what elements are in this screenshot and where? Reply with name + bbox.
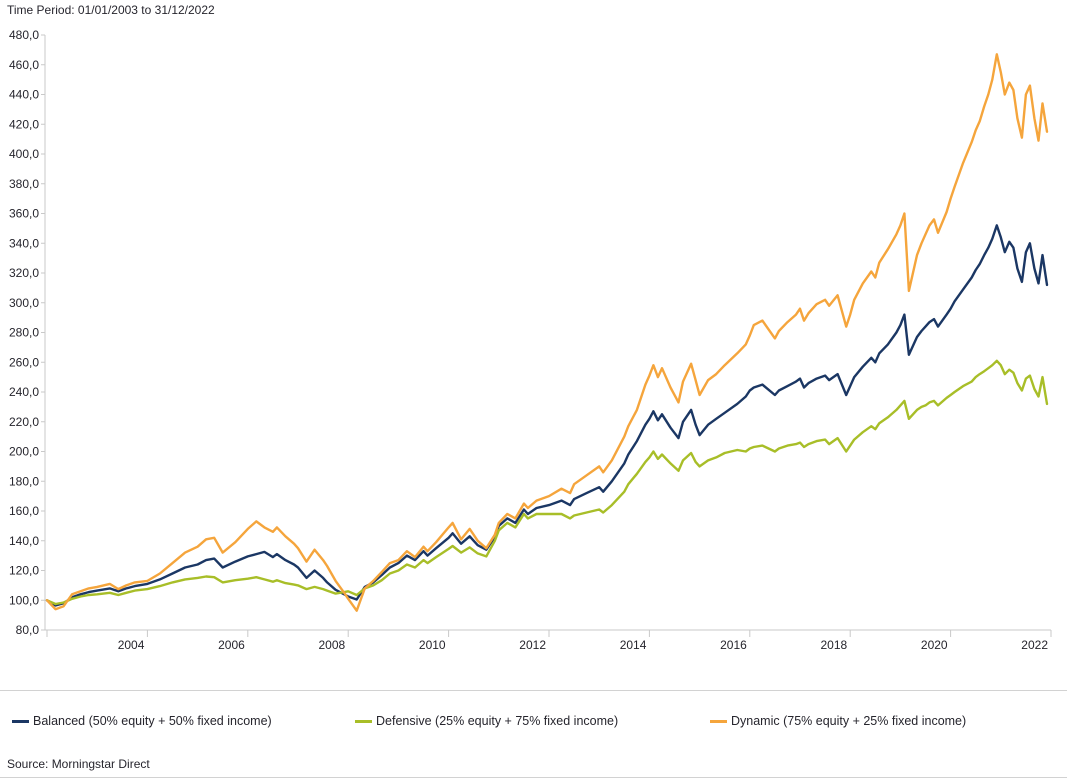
y-tick-label: 160,0 <box>9 504 39 518</box>
time-period-label: Time Period: 01/01/2003 to 31/12/2022 <box>7 3 215 17</box>
performance-line-chart: 80,0 100,0 120,0 140,0 160,0 180,0 200,0 220,0 2… <box>9 28 1052 652</box>
y-tick-label: 100,0 <box>9 593 39 607</box>
series-line-defensive <box>45 359 1049 606</box>
x-tick-label: 2022 <box>1021 638 1048 652</box>
x-tick-label: 2004 <box>118 638 145 652</box>
x-tick-label: 2014 <box>620 638 647 652</box>
y-tick-label: 340,0 <box>9 236 39 250</box>
balanced-line-swatch-icon <box>12 719 29 723</box>
legend-item-balanced: Balanced (50% equity + 50% fixed income) <box>12 713 272 729</box>
y-tick-label: 280,0 <box>9 326 39 340</box>
y-tick-label: 80,0 <box>16 623 40 637</box>
x-tick-label: 2010 <box>419 638 446 652</box>
source-label: Source: Morningstar Direct <box>7 757 150 771</box>
x-tick-label: 2018 <box>820 638 847 652</box>
series-line-balanced <box>45 224 1049 607</box>
y-tick-label: 320,0 <box>9 266 39 280</box>
y-tick-label: 440,0 <box>9 88 39 102</box>
legend-item-dynamic: Dynamic (75% equity + 25% fixed income) <box>710 713 966 729</box>
y-tick-label: 180,0 <box>9 474 39 488</box>
legend-item-defensive: Defensive (25% equity + 75% fixed income… <box>355 713 618 729</box>
x-tick-label: 2006 <box>218 638 245 652</box>
x-tick-label: 2020 <box>921 638 948 652</box>
x-tick-label: 2016 <box>720 638 747 652</box>
y-tick-label: 360,0 <box>9 207 39 221</box>
y-tick-label: 260,0 <box>9 355 39 369</box>
bottom-divider <box>0 777 1067 778</box>
legend-label-balanced: Balanced (50% equity + 50% fixed income) <box>33 714 272 728</box>
y-tick-label: 380,0 <box>9 177 39 191</box>
legend-label-defensive: Defensive (25% equity + 75% fixed income… <box>376 714 619 728</box>
x-tick-label: 2008 <box>318 638 345 652</box>
legend-divider <box>0 690 1067 691</box>
legend-label-dynamic: Dynamic (75% equity + 25% fixed income) <box>731 714 967 728</box>
y-tick-label: 120,0 <box>9 564 39 578</box>
x-tick-label: 2012 <box>519 638 546 652</box>
y-tick-label: 480,0 <box>9 28 39 42</box>
y-tick-label: 200,0 <box>9 445 39 459</box>
y-tick-label: 240,0 <box>9 385 39 399</box>
defensive-line-swatch-icon <box>355 719 372 723</box>
y-tick-label: 460,0 <box>9 58 39 72</box>
y-tick-label: 220,0 <box>9 415 39 429</box>
y-tick-label: 300,0 <box>9 296 39 310</box>
series-line-dynamic <box>45 53 1049 612</box>
dynamic-line-swatch-icon <box>710 719 727 723</box>
y-tick-label: 140,0 <box>9 534 39 548</box>
y-tick-label: 400,0 <box>9 147 39 161</box>
y-tick-label: 420,0 <box>9 117 39 131</box>
